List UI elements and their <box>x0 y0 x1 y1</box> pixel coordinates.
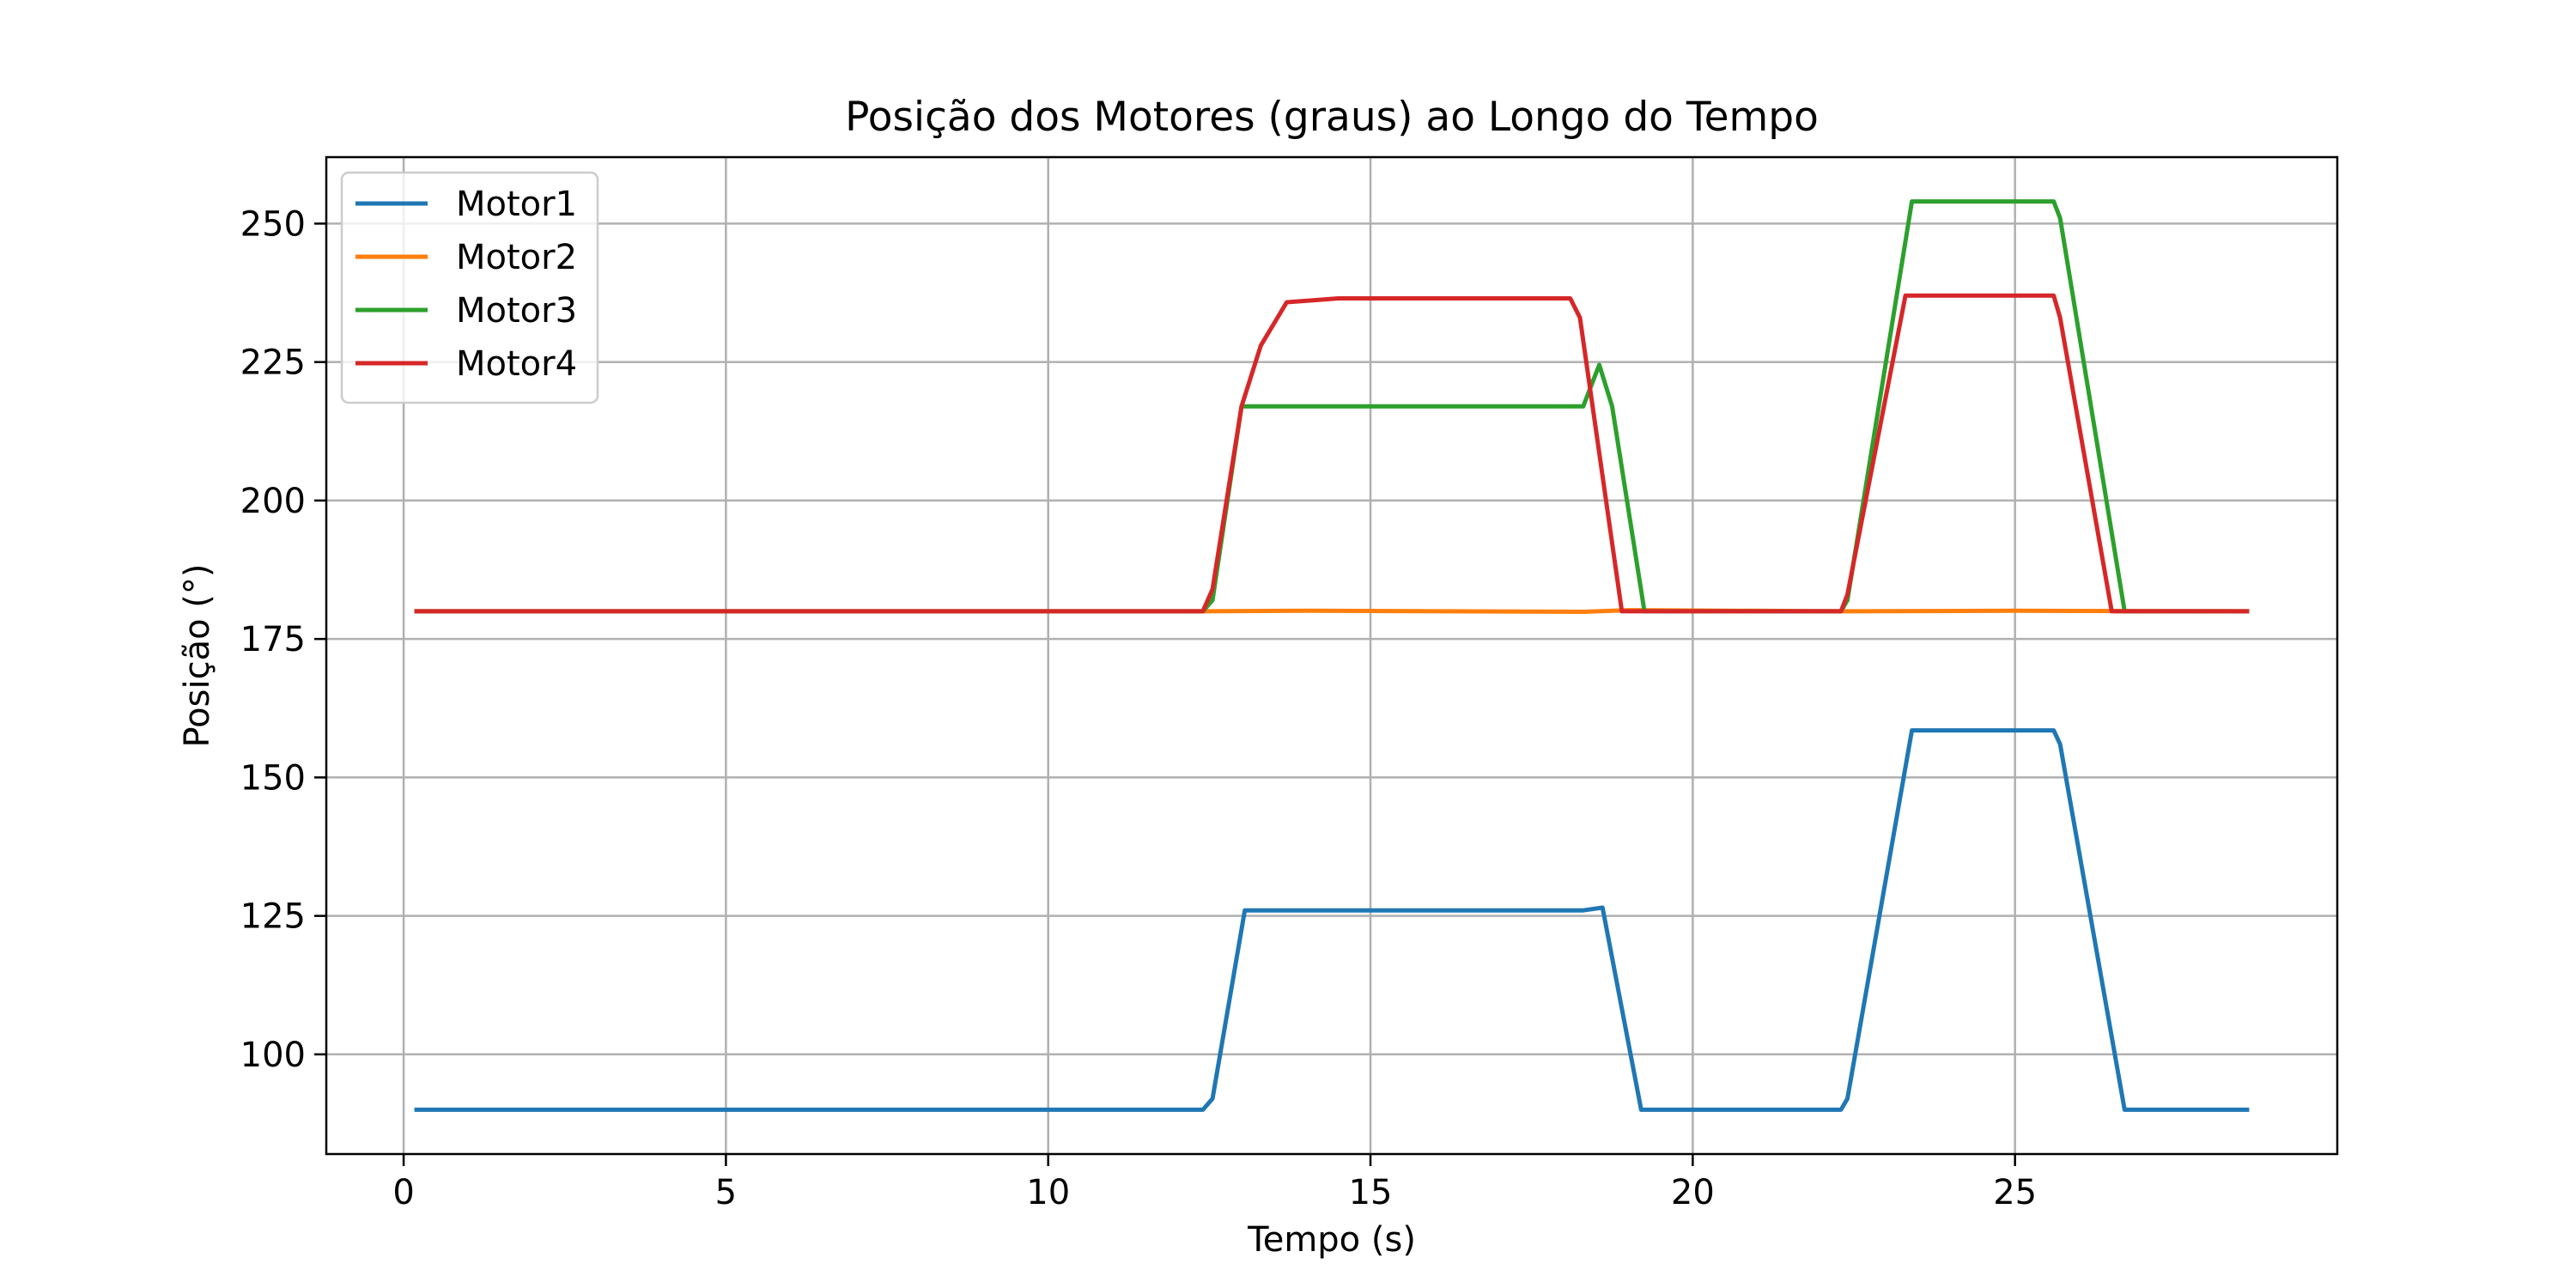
series-layer <box>414 199 2250 1112</box>
y-tick-label: 175 <box>240 620 306 659</box>
x-tick-label: 0 <box>392 1173 414 1212</box>
legend: Motor1 Motor2 Motor3 Motor4 <box>340 171 599 404</box>
y-tick-label: 225 <box>240 343 306 383</box>
y-tick-label: 100 <box>240 1036 306 1075</box>
x-tick-label: 20 <box>1671 1173 1715 1212</box>
x-tick-label: 10 <box>1026 1173 1070 1212</box>
y-tick-label: 250 <box>240 204 306 244</box>
series-line-motor1 <box>414 728 2250 1112</box>
legend-label: Motor3 <box>456 291 577 331</box>
y-tick-label: 200 <box>240 482 306 521</box>
series-line-motor4 <box>414 293 2250 614</box>
legend-label: Motor4 <box>456 344 577 384</box>
x-tick-label: 15 <box>1349 1173 1393 1212</box>
grid-lines <box>326 157 2337 1154</box>
plot-frame <box>325 155 2339 1156</box>
x-tick-label: 5 <box>715 1173 737 1212</box>
series-line-motor2 <box>414 608 2250 614</box>
x-axis-label: Tempo (s) <box>1247 1220 1416 1260</box>
chart-title: Posição dos Motores (graus) ao Longo do … <box>845 94 1819 141</box>
x-tick-label: 25 <box>1993 1173 2037 1212</box>
legend-box <box>340 171 599 404</box>
y-axis-label: Posição (°) <box>178 563 217 747</box>
y-tick-label: 125 <box>240 897 306 937</box>
y-tick-label: 150 <box>240 758 306 798</box>
legend-label: Motor2 <box>456 238 577 277</box>
axis-ticks: 0 5 10 15 20 25 100 125 150 175 200 225 250 <box>240 204 2037 1212</box>
legend-label: Motor1 <box>456 185 577 224</box>
